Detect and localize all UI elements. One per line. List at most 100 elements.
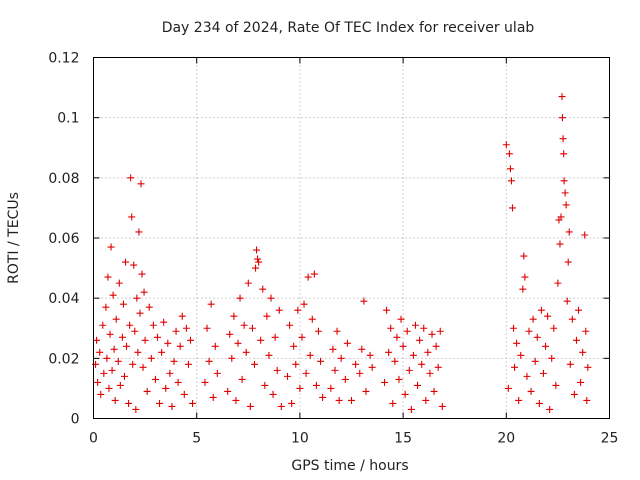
data-point (203, 324, 211, 332)
y-tick-label: 0.12 (48, 51, 79, 67)
data-point (288, 399, 296, 407)
data-point (126, 321, 134, 329)
data-point (428, 330, 436, 338)
data-point (513, 339, 521, 347)
data-point (393, 333, 401, 341)
data-point (368, 363, 376, 371)
data-point (537, 306, 545, 314)
data-point (296, 384, 304, 392)
data-point (109, 291, 117, 299)
data-point (360, 297, 368, 305)
data-point (127, 174, 135, 182)
data-point (107, 243, 115, 251)
data-points (92, 93, 592, 413)
data-point (184, 360, 192, 368)
data-point (269, 390, 277, 398)
data-point (506, 165, 514, 173)
x-tick-label: 25 (601, 431, 619, 447)
data-point (584, 363, 592, 371)
data-point (331, 366, 339, 374)
data-point (209, 393, 217, 401)
data-point (228, 354, 236, 362)
data-point (120, 372, 128, 380)
data-point (535, 399, 543, 407)
data-point (542, 342, 550, 350)
data-point (129, 360, 137, 368)
data-point (517, 351, 525, 359)
data-point (213, 369, 221, 377)
data-point (273, 366, 281, 374)
x-tick-label: 20 (497, 431, 515, 447)
data-point (252, 264, 260, 272)
data-point (510, 324, 518, 332)
y-tick-label: 0.08 (48, 171, 79, 187)
data-point (96, 348, 104, 356)
data-point (525, 327, 533, 335)
data-point (93, 336, 101, 344)
data-point (511, 363, 519, 371)
data-point (298, 333, 306, 341)
data-point (277, 402, 285, 410)
data-point (348, 396, 355, 404)
data-point (136, 309, 144, 317)
data-point (329, 345, 337, 353)
tick-labels: 0 5 10 15 20 25 0 0.02 0.04 0.06 0.08 0.1 0.12 (48, 51, 618, 447)
data-point (409, 351, 417, 359)
data-point (399, 342, 407, 350)
data-point (259, 285, 267, 293)
data-point (395, 375, 403, 383)
data-point (111, 396, 119, 404)
data-point (168, 402, 176, 410)
data-point (581, 231, 589, 239)
data-point (582, 327, 590, 335)
data-point (546, 405, 554, 413)
data-point (102, 303, 110, 311)
data-point (123, 342, 131, 350)
y-tick-label: 0.04 (48, 291, 79, 307)
data-point (327, 384, 335, 392)
data-point (403, 327, 411, 335)
data-point (263, 312, 271, 320)
data-point (422, 396, 430, 404)
data-point (436, 327, 444, 335)
data-point (508, 204, 516, 212)
y-tick-label: 0.06 (48, 231, 79, 247)
data-point (529, 315, 537, 323)
data-point (160, 318, 168, 326)
data-point (149, 321, 157, 329)
data-point (145, 303, 153, 311)
data-point (420, 324, 428, 332)
data-point (121, 258, 129, 266)
data-point (156, 399, 164, 407)
data-point (391, 357, 399, 365)
data-point (187, 336, 195, 344)
data-point (261, 381, 269, 389)
data-point (561, 189, 569, 197)
grid-lines (93, 57, 610, 419)
data-point (302, 369, 310, 377)
data-point (242, 348, 250, 356)
data-point (319, 393, 327, 401)
data-point (579, 348, 587, 356)
data-point (232, 396, 240, 404)
data-point (504, 384, 512, 392)
x-tick-label: 5 (192, 431, 201, 447)
data-point (162, 384, 170, 392)
data-point (112, 315, 120, 323)
chart-title: Day 234 of 2024, Rate Of TEC Index for r… (162, 20, 535, 36)
data-point (562, 201, 570, 209)
data-point (570, 390, 578, 398)
data-point (284, 372, 292, 380)
data-point (572, 336, 580, 344)
data-point (94, 378, 102, 386)
data-point (108, 366, 116, 374)
data-point (314, 327, 322, 335)
data-point (565, 228, 573, 236)
data-point (560, 177, 568, 185)
data-point (356, 369, 364, 377)
data-point (226, 330, 234, 338)
data-point (131, 327, 139, 335)
data-point (558, 93, 566, 101)
data-point (250, 360, 258, 368)
data-point (246, 402, 254, 410)
